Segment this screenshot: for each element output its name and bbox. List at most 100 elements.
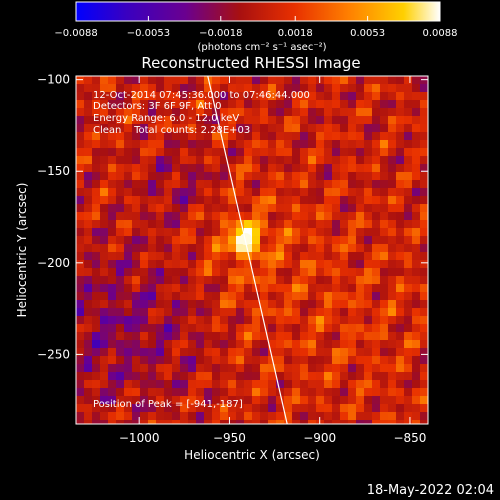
heatmap-cell xyxy=(204,108,212,116)
heatmap-cell xyxy=(188,284,196,292)
heatmap-cell xyxy=(212,332,220,340)
heatmap-cell xyxy=(172,364,180,372)
heatmap-cell xyxy=(204,308,212,316)
heatmap-cell xyxy=(100,132,108,140)
heatmap-cell xyxy=(388,92,396,100)
heatmap-cell xyxy=(188,100,196,108)
heatmap-cell xyxy=(140,204,148,212)
heatmap-cell xyxy=(332,84,340,92)
heatmap-cell xyxy=(420,252,428,260)
heatmap-cell xyxy=(356,380,364,388)
heatmap-cell xyxy=(124,244,132,252)
heatmap-cell xyxy=(420,372,428,380)
heatmap-cell xyxy=(260,372,268,380)
heatmap-cell xyxy=(372,276,380,284)
heatmap-cell xyxy=(308,276,316,284)
heatmap-cell xyxy=(244,156,252,164)
heatmap-cell xyxy=(188,172,196,180)
heatmap-cell xyxy=(316,92,324,100)
heatmap-cell xyxy=(268,116,276,124)
heatmap-cell xyxy=(148,356,156,364)
colorbar-tick-label-5: 0.0088 xyxy=(423,28,458,39)
heatmap-cell xyxy=(124,172,132,180)
heatmap-cell xyxy=(204,116,212,124)
heatmap-cell xyxy=(316,164,324,172)
heatmap-cell xyxy=(236,156,244,164)
colorbar-tick-label-0: −0.0088 xyxy=(54,28,97,39)
heatmap-cell xyxy=(188,332,196,340)
heatmap-cell xyxy=(220,276,228,284)
heatmap-cell xyxy=(180,236,188,244)
heatmap-cell xyxy=(284,84,292,92)
heatmap-cell xyxy=(236,188,244,196)
heatmap-cell xyxy=(260,124,268,132)
heatmap-cell xyxy=(268,92,276,100)
heatmap-cell xyxy=(228,220,236,228)
heatmap-cell xyxy=(84,204,92,212)
heatmap-cell xyxy=(364,116,372,124)
heatmap-cell xyxy=(212,220,220,228)
heatmap-cell xyxy=(108,172,116,180)
heatmap-cell xyxy=(404,300,412,308)
heatmap-cell xyxy=(348,260,356,268)
heatmap-cell xyxy=(316,332,324,340)
heatmap-cell xyxy=(260,364,268,372)
heatmap-cell xyxy=(204,372,212,380)
heatmap-cell xyxy=(212,244,220,252)
heatmap-cell xyxy=(316,372,324,380)
heatmap-cell xyxy=(332,260,340,268)
heatmap-cell xyxy=(212,380,220,388)
heatmap-cell xyxy=(316,404,324,412)
heatmap-cell xyxy=(108,268,116,276)
heatmap-cell xyxy=(252,100,260,108)
heatmap-cell xyxy=(316,340,324,348)
heatmap-cell xyxy=(292,260,300,268)
heatmap-cell xyxy=(316,156,324,164)
heatmap-cell xyxy=(212,196,220,204)
heatmap-cell xyxy=(332,76,340,84)
heatmap-cell xyxy=(300,92,308,100)
heatmap-cell xyxy=(148,396,156,404)
heatmap-cell xyxy=(380,356,388,364)
heatmap-cell xyxy=(236,340,244,348)
heatmap-cell xyxy=(372,324,380,332)
heatmap-cell xyxy=(204,124,212,132)
heatmap-cell xyxy=(172,372,180,380)
heatmap-cell xyxy=(396,148,404,156)
heatmap-cell xyxy=(220,220,228,228)
heatmap-cell xyxy=(100,292,108,300)
heatmap-cell xyxy=(356,196,364,204)
heatmap-cell xyxy=(356,396,364,404)
heatmap-cell xyxy=(316,356,324,364)
heatmap-cell xyxy=(108,292,116,300)
heatmap-cell xyxy=(124,396,132,404)
heatmap-cell xyxy=(140,188,148,196)
heatmap-cell xyxy=(140,140,148,148)
heatmap-cell xyxy=(236,284,244,292)
heatmap-cell xyxy=(388,348,396,356)
heatmap-cell xyxy=(396,380,404,388)
heatmap-cell xyxy=(260,116,268,124)
heatmap-cell xyxy=(244,340,252,348)
heatmap-cell xyxy=(292,308,300,316)
heatmap-cell xyxy=(244,396,252,404)
heatmap-cell xyxy=(100,372,108,380)
heatmap-cell xyxy=(172,316,180,324)
heatmap-cell xyxy=(148,380,156,388)
heatmap-cell xyxy=(228,116,236,124)
heatmap-cell xyxy=(140,236,148,244)
heatmap-cell xyxy=(92,420,100,424)
heatmap-cell xyxy=(140,148,148,156)
heatmap-cell xyxy=(188,356,196,364)
heatmap-cell xyxy=(172,204,180,212)
heatmap-cell xyxy=(188,164,196,172)
heatmap-cell xyxy=(132,156,140,164)
heatmap-cell xyxy=(244,364,252,372)
heatmap-cell xyxy=(76,100,84,108)
heatmap-cell xyxy=(156,252,164,260)
heatmap-cell xyxy=(156,116,164,124)
heatmap-cell xyxy=(196,332,204,340)
heatmap-cell xyxy=(244,284,252,292)
heatmap-cell xyxy=(156,244,164,252)
heatmap-cell xyxy=(356,404,364,412)
